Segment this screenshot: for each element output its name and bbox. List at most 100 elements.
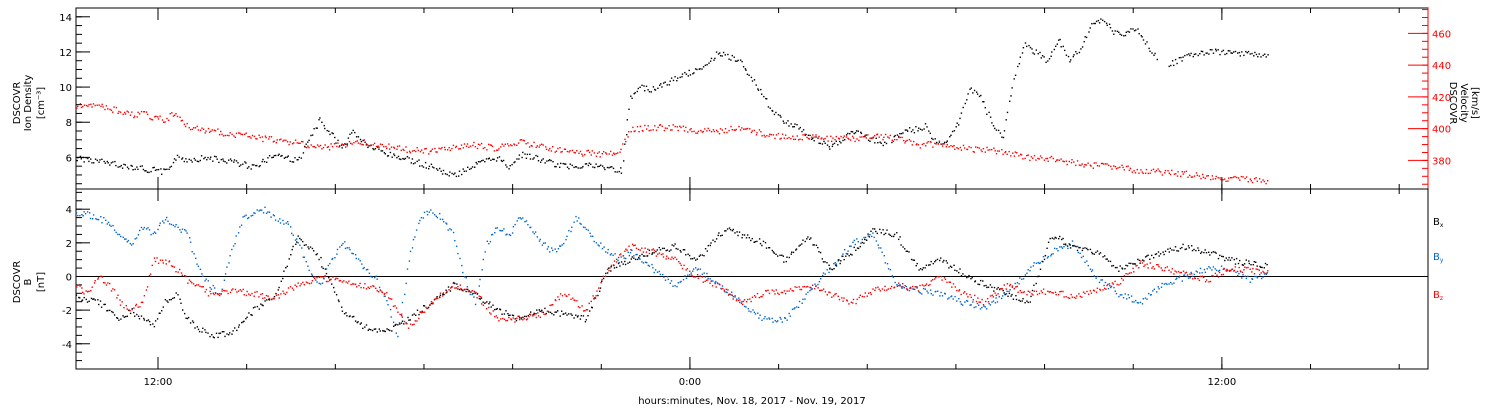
bz-series-point: [719, 284, 721, 286]
by-series-point: [844, 249, 846, 251]
by-series-point: [927, 292, 929, 294]
density-series-point: [278, 153, 280, 155]
by-series-point: [89, 212, 91, 214]
velocity-series-point: [746, 128, 748, 130]
by-series-point: [398, 322, 401, 324]
by-series-point: [1150, 293, 1152, 296]
bz-series-point: [566, 295, 568, 297]
density-series-point: [493, 158, 495, 161]
velocity-series-point: [1066, 163, 1068, 166]
bz-series-point: [1212, 275, 1215, 277]
density-series-point: [383, 152, 386, 154]
bz-series-point: [273, 298, 275, 300]
by-series-point: [1050, 255, 1052, 257]
bx-series-point: [295, 243, 297, 245]
velocity-series-point: [1068, 160, 1070, 163]
by-series-point: [1079, 252, 1081, 254]
bx-series-point: [848, 255, 850, 257]
density-series-point: [688, 69, 690, 72]
bz-series-point: [598, 287, 600, 289]
density-series-point: [470, 167, 472, 170]
velocity-series-point: [760, 131, 762, 133]
velocity-series-point: [175, 113, 177, 115]
velocity-series-point: [663, 129, 666, 132]
density-series-point: [273, 154, 275, 157]
bx-series-point: [474, 292, 476, 295]
bz-series-point: [231, 289, 233, 291]
velocity-series-point: [701, 131, 703, 133]
bx-series-point: [985, 284, 987, 287]
bz-series-point: [1152, 266, 1154, 268]
by-series-point: [201, 273, 203, 275]
by-series-point: [797, 306, 800, 309]
velocity-series-point: [593, 152, 595, 154]
velocity-series-point: [542, 144, 544, 146]
density-series-point: [101, 158, 103, 160]
bx-series-point: [215, 332, 218, 334]
velocity-series-point: [1063, 160, 1065, 163]
by-series-point: [636, 253, 638, 256]
bz-series-point: [1132, 267, 1134, 270]
bz-series-point: [1065, 296, 1067, 298]
bx-series-point: [777, 255, 779, 257]
bz-series-point: [341, 281, 344, 283]
velocity-series-point: [444, 148, 446, 151]
bx-series-point: [940, 257, 942, 259]
density-series-point: [745, 69, 747, 71]
density-series-point: [997, 129, 1000, 132]
velocity-series-point: [240, 133, 242, 135]
density-series-point: [921, 129, 923, 131]
bz-series-point: [1062, 290, 1064, 293]
bx-series-point: [170, 298, 172, 301]
density-series-point: [302, 152, 305, 154]
velocity-series-point: [1016, 152, 1018, 154]
bx-series-point: [1126, 265, 1129, 267]
bx-series-point: [631, 256, 633, 258]
bx-series-point: [1011, 293, 1013, 296]
bz-series-point: [624, 250, 626, 252]
bx-series-point: [1054, 236, 1056, 239]
by-series-point: [603, 246, 605, 248]
velocity-series-point: [388, 143, 390, 145]
by-series-point: [647, 264, 649, 267]
left-y-tick-label: 8: [66, 118, 72, 129]
bx-series-point: [1195, 249, 1197, 252]
by-series-point: [126, 241, 128, 243]
bx-series-point: [291, 248, 293, 251]
density-series-point: [926, 126, 928, 128]
density-series-point: [1088, 31, 1090, 33]
velocity-series-point: [811, 136, 813, 138]
by-series-point: [495, 227, 497, 229]
density-series-point: [272, 156, 274, 158]
bz-series-point: [835, 292, 837, 295]
bz-series-point: [1257, 268, 1259, 271]
density-series-point: [412, 163, 415, 165]
bx-series-point: [761, 244, 763, 247]
velocity-series-point: [1125, 165, 1128, 168]
velocity-series-point: [963, 147, 966, 149]
bx-series-point: [1173, 249, 1175, 251]
density-series-point: [170, 165, 173, 168]
bz-series-point: [557, 296, 559, 298]
density-series-point: [1029, 46, 1032, 49]
bx-series-point: [1079, 246, 1081, 249]
density-series-point: [474, 166, 476, 168]
density-series-point: [115, 164, 117, 167]
bz-series-point: [375, 287, 377, 289]
by-series-point: [522, 217, 524, 219]
bx-series-point: [978, 283, 981, 286]
bx-series-point: [748, 237, 750, 239]
bx-series-point: [1208, 251, 1210, 253]
bx-series-point: [197, 328, 200, 331]
velocity-series-point: [638, 131, 640, 133]
bx-series-point: [321, 266, 323, 268]
bx-series-point: [243, 320, 245, 322]
bz-series-point: [1189, 273, 1191, 275]
velocity-series-point: [561, 150, 563, 153]
by-series-point: [375, 275, 377, 277]
density-series-point: [524, 153, 526, 155]
by-series-point: [750, 311, 752, 313]
density-series-point: [210, 156, 212, 158]
velocity-series-point: [408, 150, 411, 152]
density-series-point: [865, 134, 867, 136]
